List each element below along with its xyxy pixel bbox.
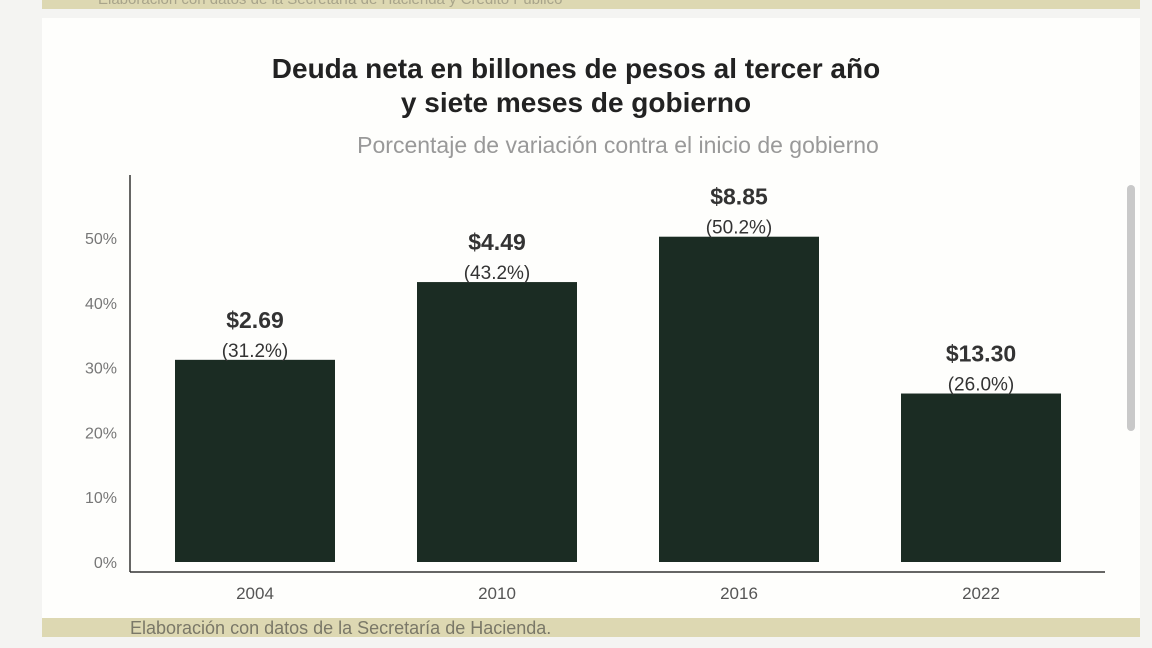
chart-subtitle: Porcentaje de variación contra el inicio…	[357, 132, 879, 158]
y-tick-label: 50%	[85, 231, 117, 248]
percent-label: (43.2%)	[464, 263, 531, 284]
chart-title-line2: y siete meses de gobierno	[400, 87, 752, 118]
x-tick-label: 2016	[720, 584, 758, 603]
amount-label: $2.69	[226, 307, 284, 333]
bar-2010	[417, 282, 577, 562]
bar-2022	[901, 393, 1061, 562]
y-tick-label: 10%	[85, 490, 117, 507]
y-tick-label: 20%	[85, 425, 117, 442]
scrollbar[interactable]	[1127, 185, 1135, 431]
source-text-top: Elaboración con datos de la Secretaría d…	[98, 0, 562, 8]
amount-label: $13.30	[946, 341, 1016, 367]
chart-title-line1: Deuda neta en billones de pesos al terce…	[271, 53, 881, 84]
source-band-top: Elaboración con datos de la Secretaría d…	[42, 0, 1140, 9]
x-tick-label: 2022	[962, 584, 1000, 603]
amount-label: $8.85	[710, 184, 768, 210]
y-tick-label: 40%	[85, 296, 117, 313]
x-tick-label: 2010	[478, 584, 516, 603]
source-band-bottom: Elaboración con datos de la Secretaría d…	[42, 618, 1140, 638]
amount-label: $4.49	[468, 229, 526, 255]
x-tick-label: 2004	[236, 584, 274, 603]
bar-2016	[659, 236, 819, 563]
y-tick-label: 0%	[94, 555, 117, 572]
y-tick-label: 30%	[85, 361, 117, 378]
percent-label: (31.2%)	[222, 341, 289, 362]
bar-2004	[175, 359, 335, 562]
percent-label: (50.2%)	[706, 218, 773, 239]
percent-label: (26.0%)	[948, 375, 1015, 396]
source-text-bottom: Elaboración con datos de la Secretaría d…	[130, 618, 552, 638]
